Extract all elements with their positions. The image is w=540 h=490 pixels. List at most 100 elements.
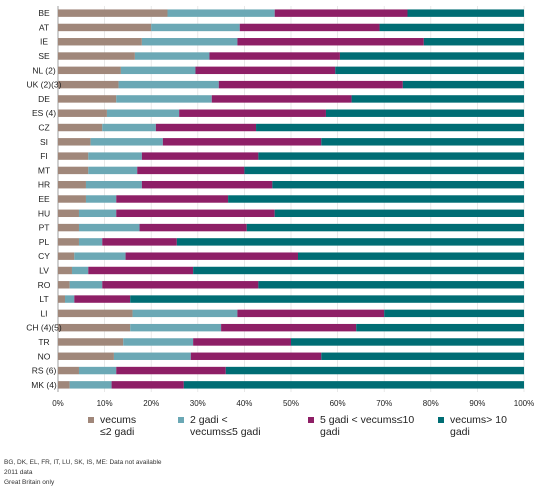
bar-segment-2 [69, 381, 112, 389]
bar-segment-2 [141, 38, 238, 46]
x-tick-label: 40% [236, 399, 252, 408]
legend-label-1-line2: ≤2 gadi [100, 426, 135, 438]
bar-segment-1 [58, 209, 79, 218]
category-label: UK (2)(3) [27, 80, 62, 90]
x-tick-label: 10% [97, 399, 113, 408]
bar-segment-1 [58, 95, 117, 103]
bar-segment-4 [130, 295, 525, 303]
bar-segment-3 [211, 95, 352, 103]
category-label: AT [39, 22, 49, 32]
x-tick-label: 30% [190, 399, 206, 408]
legend-swatch-2 [178, 417, 184, 423]
bar-segment-3 [195, 66, 336, 75]
bar-segment-4 [297, 252, 524, 260]
bar-segment-2 [118, 80, 219, 89]
bar-segment-2 [64, 295, 75, 303]
bar-segment-4 [423, 38, 524, 46]
x-tick-label: 60% [330, 399, 346, 408]
bar-segment-2 [120, 66, 196, 75]
bar-segment-4 [183, 381, 524, 389]
category-label: LI [40, 308, 47, 318]
legend-swatch-4 [438, 417, 444, 423]
x-tick-label: 90% [469, 399, 485, 408]
bar-segment-4 [193, 266, 524, 275]
bar-segment-3 [102, 238, 177, 246]
bar-segment-1 [58, 352, 114, 360]
bar-segment-1 [58, 252, 75, 260]
bar-segment-4 [258, 281, 524, 289]
category-label: EE [38, 194, 50, 204]
bar-segment-2 [90, 138, 163, 146]
bar-segment-4 [246, 223, 525, 232]
note-2: 2011 data [4, 469, 33, 476]
x-tick-label: 80% [423, 399, 439, 408]
category-label: BE [38, 8, 50, 18]
bar-segment-1 [58, 66, 121, 75]
bar-segment-4 [272, 180, 524, 189]
bar-segment-3 [125, 252, 298, 260]
note-1: BG, DK, EL, FR, IT, LU, SK, IS, ME: Data… [4, 459, 162, 466]
bar-segment-3 [190, 352, 322, 360]
category-label: LV [39, 265, 49, 275]
bar-segment-2 [167, 9, 275, 17]
bar-segment-2 [116, 95, 212, 103]
x-tick-label: 70% [376, 399, 392, 408]
category-label: NO [38, 351, 51, 361]
bar-segment-3 [139, 223, 247, 232]
bar-segment-1 [58, 38, 142, 46]
bar-segment-3 [179, 109, 326, 117]
bar-segment-1 [58, 381, 70, 389]
legend-label-1-line1: vecums [100, 414, 137, 426]
bar-segment-2 [134, 52, 210, 60]
bar-segment-4 [291, 338, 524, 346]
bar-segment-4 [407, 9, 524, 17]
bar-segment-1 [58, 338, 124, 346]
bar-segment-4 [384, 309, 524, 318]
legend-label-4-line1: vecums> 10 [450, 414, 507, 426]
bar-segment-1 [58, 152, 89, 160]
category-label: CY [38, 251, 50, 261]
bar-segment-2 [132, 309, 238, 318]
bar-segment-4 [256, 123, 524, 132]
bar-segment-2 [106, 109, 180, 117]
bar-segment-3 [102, 281, 259, 289]
bar-segment-3 [137, 166, 245, 175]
bar-segment-2 [71, 266, 89, 275]
bar-segment-4 [258, 152, 524, 160]
bar-segment-1 [58, 195, 86, 203]
bar-segment-3 [274, 9, 408, 17]
bar-segment-2 [85, 195, 117, 203]
category-label: MT [38, 165, 50, 175]
bar-segment-1 [58, 23, 152, 32]
bar-segment-4 [274, 209, 524, 218]
category-label: FI [40, 151, 48, 161]
bar-segment-2 [69, 281, 103, 289]
bar-segment-3 [116, 195, 229, 203]
bar-segment-4 [351, 95, 524, 103]
bar-segment-2 [78, 209, 117, 218]
x-tick-label: 50% [283, 399, 299, 408]
bar-segment-1 [58, 223, 79, 232]
bar-segment-4 [225, 366, 524, 375]
category-label: CZ [38, 123, 49, 133]
bar-segment-2 [151, 23, 240, 32]
bar-segment-1 [58, 9, 168, 17]
bar-segment-3 [237, 38, 424, 46]
bar-segment-4 [321, 138, 524, 146]
bar-segment-4 [402, 80, 524, 89]
legend-label-3-line2: gadi [320, 426, 340, 438]
category-label: NL (2) [32, 65, 55, 75]
bar-segment-2 [102, 123, 156, 132]
bar-segment-1 [58, 80, 119, 89]
bar-segment-1 [58, 138, 91, 146]
bar-segment-2 [74, 252, 126, 260]
bar-segment-1 [58, 309, 133, 318]
bar-segment-4 [244, 166, 524, 175]
legend-label-2-line1: 2 gadi < [190, 414, 228, 426]
bar-segment-2 [85, 180, 142, 189]
bar-segment-4 [356, 323, 524, 332]
chart-legend: vecums ≤2 gadi 2 gadi < vecums≤5 gadi 5 … [88, 414, 538, 454]
bar-segment-4 [325, 109, 524, 117]
bar-segment-2 [78, 238, 103, 246]
bar-segment-3 [155, 123, 257, 132]
